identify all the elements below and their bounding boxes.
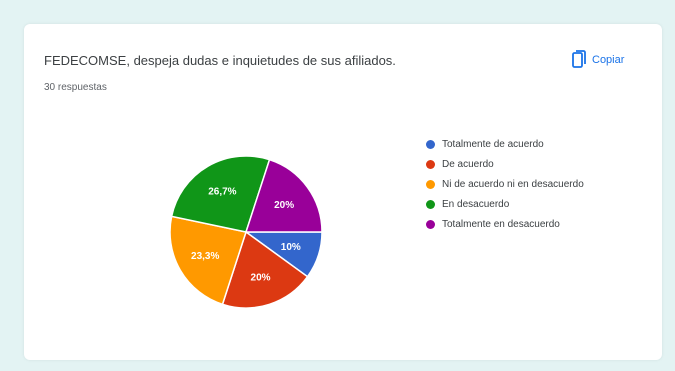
legend-swatch — [426, 139, 435, 149]
pie-slice-label-1: 10% — [281, 242, 301, 253]
pie-slice-label-4: 26,7% — [208, 187, 236, 198]
chart-card: FEDECOMSE, despeja dudas e inquietudes d… — [24, 24, 662, 360]
pie-chart: 10% 20% 23,3% 26,7% 20% — [169, 155, 323, 309]
pie-slice-2 — [221, 230, 309, 309]
legend-item-1: Totalmente de acuerdo — [426, 134, 584, 154]
legend-label: Totalmente de acuerdo — [442, 138, 544, 150]
legend-swatch — [426, 219, 435, 229]
chart-legend: Totalmente de acuerdo De acuerdo Ni de acu… — [426, 134, 584, 234]
pie-slice-label-2: 20% — [251, 272, 271, 283]
legend-swatch — [426, 159, 435, 169]
pie-slice-label-5: 20% — [274, 200, 294, 211]
pie-slice-3 — [169, 215, 247, 306]
copy-label: Copiar — [592, 54, 625, 66]
pie-slice-4 — [170, 155, 271, 233]
legend-swatch — [426, 179, 435, 189]
legend-label: Ni de acuerdo ni en desacuerdo — [442, 178, 584, 190]
legend-item-3: Ni de acuerdo ni en desacuerdo — [426, 174, 584, 194]
legend-swatch — [426, 199, 435, 209]
legend-label: De acuerdo — [442, 158, 494, 170]
copy-icon — [572, 50, 586, 70]
legend-label: En desacuerdo — [442, 198, 510, 210]
response-count: 30 respuestas — [44, 82, 107, 93]
legend-label: Totalmente en desacuerdo — [442, 218, 560, 230]
pie-slice-5 — [244, 158, 323, 233]
legend-item-4: En desacuerdo — [426, 194, 584, 214]
chart-title: FEDECOMSE, despeja dudas e inquietudes d… — [44, 53, 396, 68]
legend-item-2: De acuerdo — [426, 154, 584, 174]
legend-item-5: Totalmente en desacuerdo — [426, 214, 584, 234]
pie-slice-label-3: 23,3% — [191, 251, 219, 262]
copy-button[interactable]: Copiar — [572, 48, 624, 72]
